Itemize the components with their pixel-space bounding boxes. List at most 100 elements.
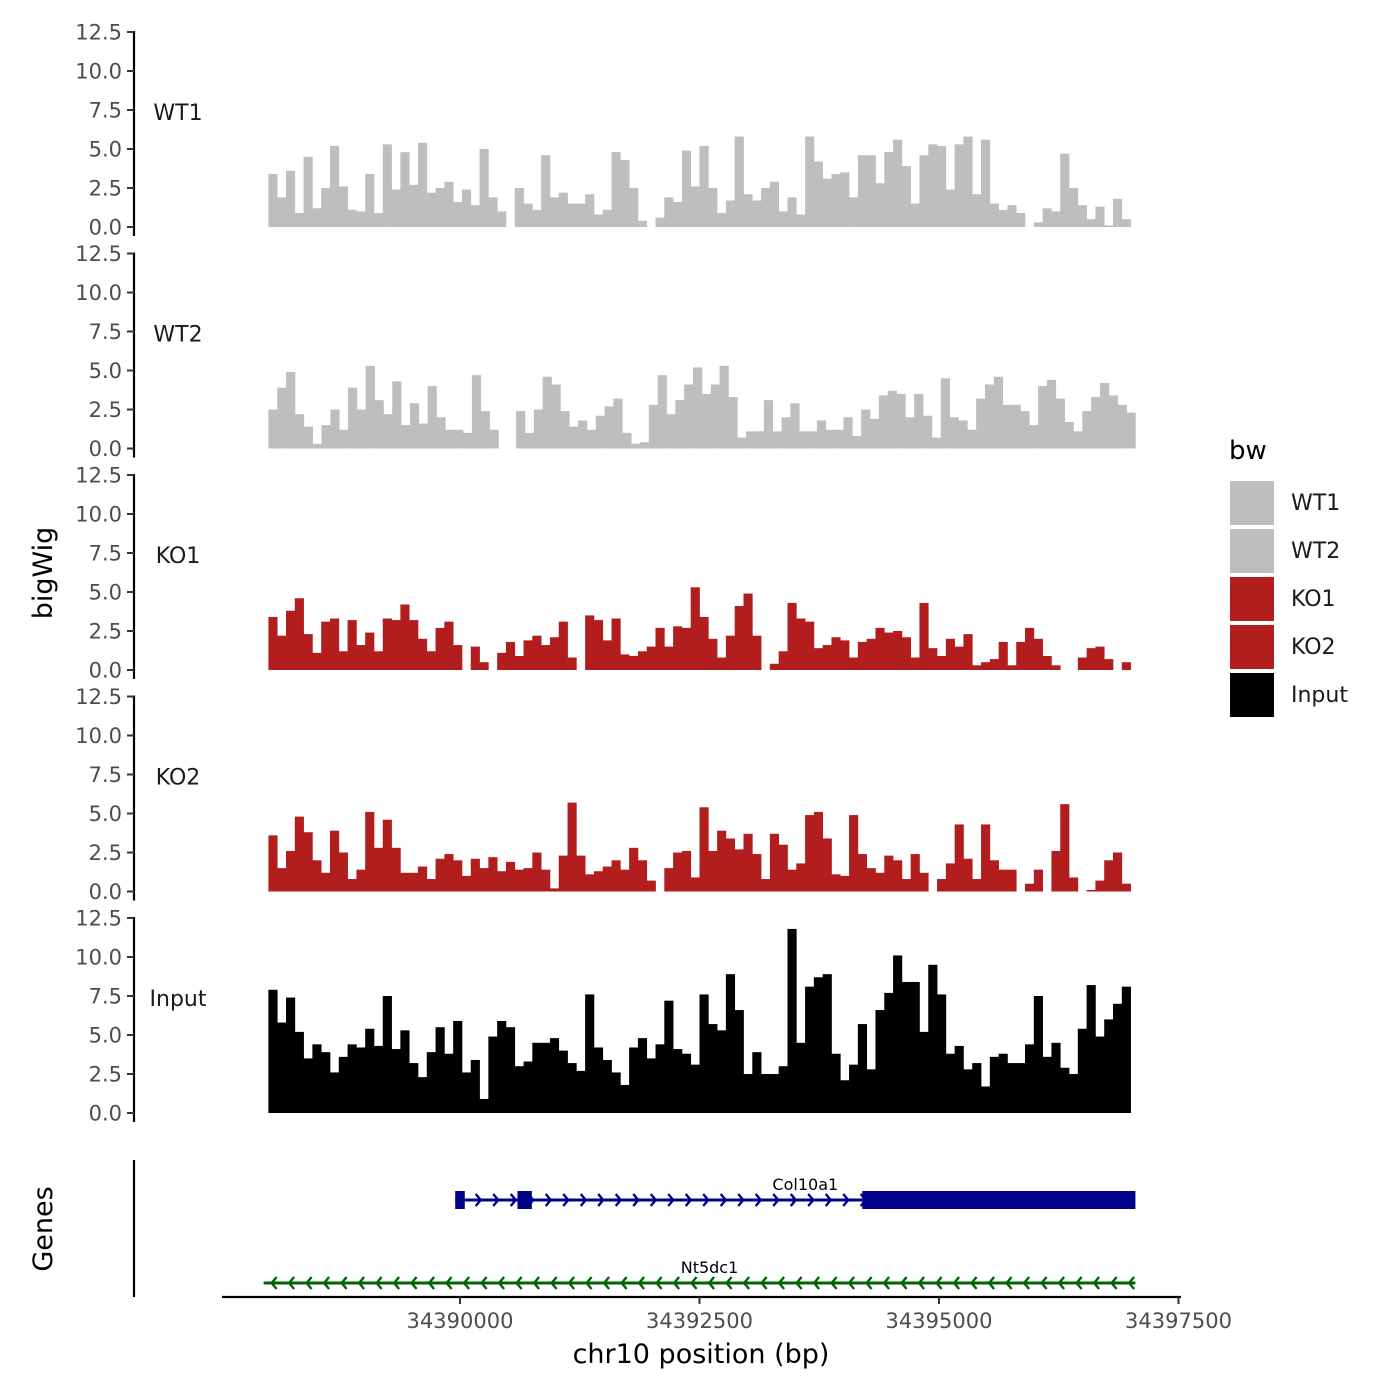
coverage-bar [875,1010,885,1113]
coverage-bar [1016,1063,1026,1113]
coverage-bar [1104,860,1114,892]
coverage-bar [620,869,630,892]
coverage-bar [664,1000,674,1113]
coverage-bar [549,197,560,227]
coverage-bar [356,1047,366,1113]
y-tick-label: 7.5 [89,763,122,787]
coverage-bar [799,431,809,449]
coverage-bar [461,1072,472,1113]
coverage-bar [303,832,313,892]
coverage-bar [338,186,348,227]
coverage-bar [532,1042,542,1113]
coverage-bar [787,869,797,892]
coverage-bar [426,1052,436,1113]
coverage-bar [1060,153,1070,227]
coverage-bar [392,381,402,449]
coverage-bar [646,646,656,670]
coverage-bar [1016,212,1026,227]
coverage-bar [620,1084,630,1113]
strand-arrow-mark [1040,1276,1048,1290]
coverage-bar [400,1030,410,1113]
strand-arrow-mark [760,1276,768,1290]
strand-arrow-mark [637,1276,646,1290]
legend-key-input [1230,673,1274,717]
coverage-bar [976,398,986,449]
coverage-bar [480,411,490,449]
coverage-bar [303,634,313,670]
coverage-bar [1091,397,1101,449]
coverage-bar [444,854,454,892]
coverage-bar [717,212,727,227]
coverage-bar [329,830,340,892]
gene-name-label: Nt5dc1 [681,1258,739,1277]
coverage-bar [928,964,938,1113]
coverage-bar [1095,646,1105,670]
coverage-bar [312,1044,322,1113]
coverage-bar [436,417,446,449]
coverage-bar [914,393,924,449]
coverage-bar [312,443,322,449]
coverage-bar [701,393,712,449]
coverage-bar [954,824,964,892]
y-tick-label: 2.5 [89,177,122,201]
coverage-bar [453,645,463,670]
coverage-bar [875,183,885,227]
strand-arrow-mark [672,1276,681,1290]
coverage-bar [869,418,880,449]
coverage-bar [761,1074,771,1113]
coverage-bar [321,1052,331,1113]
coverage-bar [796,863,806,892]
y-tick-label: 12.5 [75,907,122,931]
strand-arrow-mark [462,1276,471,1290]
coverage-bar [549,888,560,892]
legend-label: WT1 [1291,491,1340,516]
coverage-bar [884,632,894,670]
coverage-bar [681,850,692,892]
coverage-bar [294,816,304,892]
coverage-bar [725,635,736,670]
legend-label: Input [1291,683,1348,708]
coverage-bar [479,149,489,227]
coverage-bar [664,868,674,892]
coverage-bar [805,136,815,227]
coverage-bar [910,854,920,892]
coverage-bar [822,838,832,892]
coverage-bar [294,414,305,449]
coverage-bar [787,602,797,670]
coverage-bar [831,1053,841,1113]
coverage-bar [954,144,964,227]
coverage-bar [611,860,621,892]
coverage-bar [329,1072,340,1113]
coverage-bar [329,618,340,670]
coverage-bar [417,866,428,892]
strand-arrow-mark [620,1276,628,1290]
track-label: KO1 [156,544,201,569]
genes-axis-title: Genes [28,1186,59,1271]
strand-arrow-mark [410,1276,418,1290]
coverage-bar [551,384,561,449]
coverage-bar [690,587,700,670]
coverage-bar [524,432,535,449]
coverage-bar [849,815,859,892]
coverage-bar [463,432,473,449]
coverage-bar [604,406,614,449]
coverage-bar [825,429,835,449]
coverage-bar [1042,208,1052,227]
strand-arrow-mark [935,1276,943,1290]
coverage-bar [514,655,524,670]
strand-arrow-mark [777,1276,786,1290]
track-wt2: 0.0 2.5 5.0 7.5 10.0 12.5 WT2 [75,242,1136,461]
coverage-bar [629,1047,639,1113]
y-tick-label: 12.5 [75,685,122,709]
coverage-bar [488,857,498,892]
coverage-bar [928,648,938,670]
coverage-bar [593,1047,604,1113]
coverage-bar [578,420,588,449]
coverage-bar [717,1030,727,1113]
strand-arrow-mark [830,1276,838,1290]
coverage-bar [813,161,824,227]
coverage-bar [321,872,331,892]
coverage-bar [427,386,437,449]
coverage-bar [585,874,595,892]
coverage-bar [470,646,480,670]
